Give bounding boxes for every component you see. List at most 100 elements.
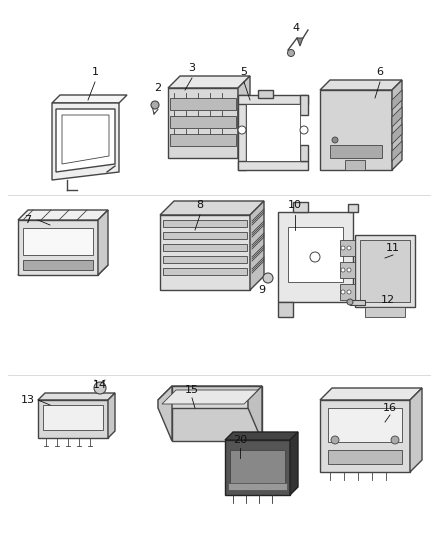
- Polygon shape: [158, 400, 248, 408]
- Polygon shape: [392, 80, 402, 170]
- Polygon shape: [250, 201, 264, 290]
- Polygon shape: [278, 212, 353, 302]
- Polygon shape: [392, 107, 402, 127]
- Polygon shape: [52, 103, 119, 180]
- Polygon shape: [355, 235, 415, 307]
- Polygon shape: [297, 38, 303, 46]
- Polygon shape: [168, 76, 250, 88]
- Polygon shape: [38, 393, 115, 400]
- Text: 13: 13: [21, 395, 35, 405]
- Polygon shape: [23, 260, 93, 270]
- Polygon shape: [98, 210, 108, 275]
- Text: 15: 15: [185, 385, 199, 395]
- Polygon shape: [258, 90, 273, 98]
- Polygon shape: [225, 440, 290, 495]
- Text: 5: 5: [240, 67, 247, 77]
- Polygon shape: [350, 300, 365, 305]
- Circle shape: [238, 126, 246, 134]
- Polygon shape: [360, 240, 410, 302]
- Polygon shape: [170, 116, 236, 128]
- Polygon shape: [288, 227, 343, 282]
- Polygon shape: [392, 90, 402, 110]
- Polygon shape: [293, 202, 308, 212]
- Text: 6: 6: [377, 67, 384, 77]
- Polygon shape: [23, 228, 93, 255]
- Polygon shape: [340, 240, 355, 256]
- Text: 3: 3: [188, 63, 195, 73]
- Polygon shape: [300, 95, 308, 115]
- Circle shape: [151, 101, 159, 109]
- Text: 4: 4: [293, 23, 300, 33]
- Polygon shape: [238, 95, 246, 170]
- Polygon shape: [38, 400, 108, 438]
- Polygon shape: [392, 141, 402, 161]
- Text: 11: 11: [386, 243, 400, 253]
- Polygon shape: [238, 76, 250, 158]
- Circle shape: [391, 436, 399, 444]
- Polygon shape: [345, 160, 365, 170]
- Polygon shape: [172, 386, 262, 441]
- Polygon shape: [340, 262, 355, 278]
- Polygon shape: [340, 284, 355, 300]
- Text: 12: 12: [381, 295, 395, 305]
- Text: 9: 9: [258, 285, 265, 295]
- Polygon shape: [238, 96, 250, 128]
- Text: 8: 8: [196, 200, 204, 210]
- Circle shape: [300, 126, 308, 134]
- Polygon shape: [348, 204, 358, 212]
- Polygon shape: [52, 95, 127, 103]
- Text: 16: 16: [383, 403, 397, 413]
- Circle shape: [341, 290, 345, 294]
- Circle shape: [341, 268, 345, 272]
- Circle shape: [331, 436, 339, 444]
- Polygon shape: [320, 400, 410, 472]
- Polygon shape: [278, 302, 293, 317]
- Polygon shape: [225, 432, 298, 440]
- Circle shape: [310, 252, 320, 262]
- Circle shape: [287, 50, 294, 56]
- Polygon shape: [365, 307, 405, 317]
- Polygon shape: [163, 268, 247, 275]
- Polygon shape: [158, 386, 262, 400]
- Polygon shape: [170, 134, 236, 146]
- Polygon shape: [228, 483, 287, 490]
- Polygon shape: [163, 244, 247, 251]
- Polygon shape: [62, 115, 109, 164]
- Circle shape: [347, 268, 351, 272]
- Text: 7: 7: [25, 215, 32, 225]
- Polygon shape: [320, 80, 402, 90]
- Text: 10: 10: [288, 200, 302, 210]
- Polygon shape: [328, 450, 402, 464]
- Polygon shape: [290, 432, 298, 495]
- Polygon shape: [230, 450, 285, 487]
- Polygon shape: [330, 145, 382, 158]
- Text: 2: 2: [155, 83, 162, 93]
- Polygon shape: [320, 90, 392, 170]
- Circle shape: [94, 382, 106, 394]
- Polygon shape: [320, 388, 422, 400]
- Circle shape: [347, 246, 351, 250]
- Polygon shape: [163, 256, 247, 263]
- Polygon shape: [238, 161, 308, 170]
- Polygon shape: [238, 95, 308, 104]
- Circle shape: [341, 246, 345, 250]
- Polygon shape: [108, 393, 115, 438]
- Circle shape: [332, 137, 338, 143]
- Polygon shape: [392, 124, 402, 144]
- Polygon shape: [248, 386, 262, 441]
- Polygon shape: [160, 201, 264, 215]
- Polygon shape: [18, 265, 108, 275]
- Polygon shape: [163, 232, 247, 239]
- Circle shape: [263, 273, 273, 283]
- Polygon shape: [300, 145, 308, 161]
- Polygon shape: [328, 408, 402, 442]
- Polygon shape: [410, 388, 422, 472]
- Polygon shape: [163, 220, 247, 227]
- Polygon shape: [170, 98, 236, 110]
- Text: 14: 14: [93, 380, 107, 390]
- Polygon shape: [43, 405, 103, 430]
- Polygon shape: [160, 215, 250, 290]
- Polygon shape: [168, 88, 238, 158]
- Polygon shape: [158, 386, 172, 441]
- Circle shape: [347, 290, 351, 294]
